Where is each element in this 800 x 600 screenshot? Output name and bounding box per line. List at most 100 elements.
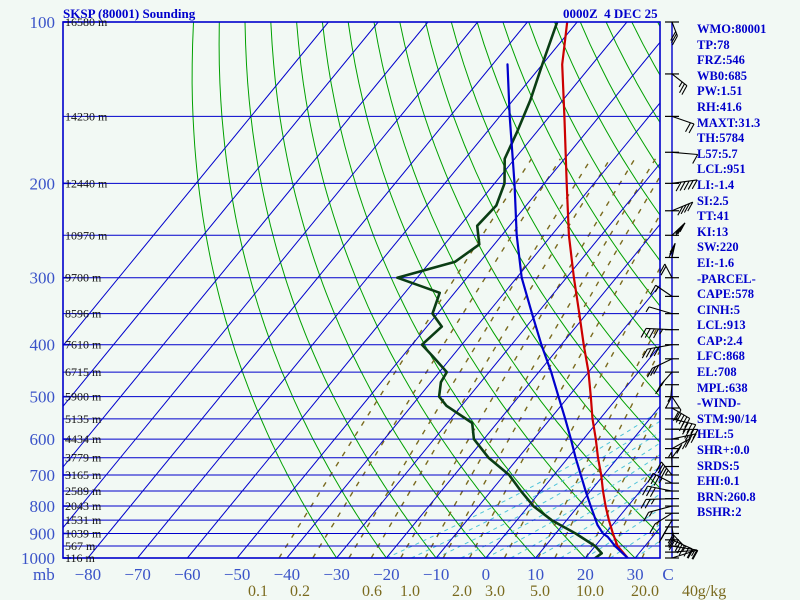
mixing-ratio-tick-label: 2.0 (452, 583, 472, 600)
wind-barb (665, 201, 694, 216)
index-line: CAP:2.4 (697, 333, 743, 348)
wind-barb (658, 519, 679, 544)
index-line: FRZ:546 (697, 53, 745, 68)
wind-barb (665, 396, 682, 420)
index-line: LI:-1.4 (697, 177, 735, 192)
index-line: MAXT:31.3 (697, 115, 761, 130)
index-line: SRDS:5 (697, 458, 740, 473)
mixing-ratio-tick-label: 0.6 (362, 583, 382, 600)
temperature-tick-label: −30 (323, 565, 350, 584)
height-annotation: 2043 m (65, 499, 102, 513)
wind-barb (647, 472, 679, 486)
height-annotation: 2589 m (65, 484, 102, 498)
pressure-tick-label: 900 (30, 524, 56, 543)
temperature-tick-label: −60 (174, 565, 201, 584)
temperature-tick-label: 20 (577, 565, 594, 584)
height-annotation: 5135 m (65, 412, 102, 426)
wind-barb (645, 306, 679, 315)
index-line: -WIND- (697, 396, 741, 411)
index-line: BSHR:2 (697, 505, 742, 520)
wind-barb (643, 505, 679, 522)
wind-barb (650, 284, 679, 297)
height-annotation: 8596 m (65, 307, 102, 321)
index-line: SW:220 (697, 240, 739, 255)
temperature-unit-label: C (662, 565, 673, 584)
temperature-tick-label: 30 (627, 565, 644, 584)
wind-barb (665, 243, 679, 259)
temperature-tick-label: −40 (274, 565, 301, 584)
index-line: CINH:5 (697, 302, 741, 317)
wind-barb (665, 526, 679, 551)
index-line: TH:5784 (697, 131, 745, 146)
wind-barb (641, 344, 679, 359)
index-line: RH:41.6 (697, 99, 742, 114)
index-line: L57:5.7 (697, 146, 738, 161)
temperature-tick-label: −10 (423, 565, 450, 584)
mixing-ratio-tick-label: 3.0 (485, 583, 505, 600)
temperature-tick-label: −20 (373, 565, 400, 584)
index-line: LCL:913 (697, 318, 746, 333)
pressure-tick-label: 300 (30, 269, 56, 288)
mixing-ratio-tick-label: 1.0 (400, 583, 420, 600)
index-line: MPL:638 (697, 380, 748, 395)
height-annotation: 3165 m (65, 468, 102, 482)
wind-barb (665, 21, 679, 46)
wind-barb (665, 549, 699, 560)
temperature-tick-label: 0 (482, 565, 491, 584)
wind-barb (665, 222, 686, 237)
wind-barb (665, 407, 691, 428)
index-line: SI:2.5 (697, 193, 729, 208)
index-line: LFC:868 (697, 349, 745, 364)
pressure-tick-label: 200 (30, 174, 56, 193)
temperature-tick-label: −70 (124, 565, 151, 584)
wind-barb (649, 512, 679, 534)
index-line: BRN:260.8 (697, 489, 756, 504)
height-annotation: 3779 m (65, 451, 102, 465)
mixing-ratio-tick-label: 0.2 (290, 583, 310, 600)
pressure-tick-label: 600 (30, 430, 56, 449)
index-line: EL:708 (697, 365, 737, 380)
height-annotation: 5900 m (65, 390, 102, 404)
index-line: EHI:0.1 (697, 474, 740, 489)
index-line: TP:78 (697, 37, 730, 52)
height-annotation: 1039 m (65, 526, 102, 540)
index-line: EI:-1.6 (697, 255, 735, 270)
temperature-tick-label: −50 (224, 565, 251, 584)
pressure-unit-label: mb (33, 565, 55, 584)
wind-barb (665, 532, 685, 556)
index-line: WB0:685 (697, 68, 747, 83)
wind-barb (665, 437, 691, 450)
chart-title: SKSP (80001) Sounding (63, 6, 196, 21)
index-line: TT:41 (697, 209, 730, 224)
indices-panel: WMO:80001 TP:78 FRZ:546 WB0:685 PW:1.51 RH:41… (697, 22, 766, 521)
mixing-ratio-tick-label: 5.0 (530, 583, 550, 600)
index-line: -PARCEL- (697, 271, 756, 286)
height-annotation: 1531 m (65, 513, 102, 527)
wind-barb (655, 371, 679, 395)
wind-barb (665, 115, 695, 134)
pressure-tick-label: 500 (30, 388, 56, 407)
pressure-tick-label: 400 (30, 336, 56, 355)
pressure-tick-label: 100 (30, 13, 56, 32)
mixing-ratio-tick-label: 20.0 (631, 583, 659, 600)
mixing-ratio-tick-label: 40 (682, 583, 698, 600)
index-line: KI:13 (697, 224, 729, 239)
height-annotation: 9700 m (65, 271, 102, 285)
wind-barb (646, 358, 679, 378)
height-annotation: 10970 m (65, 228, 108, 242)
height-annotation: 14230 m (65, 109, 108, 123)
index-line: WMO:80001 (697, 22, 767, 36)
mixing-ratio-tick-label: 10.0 (576, 583, 604, 600)
wind-barb (655, 461, 679, 478)
index-line: PW:1.51 (697, 84, 743, 99)
pressure-tick-label: 800 (30, 497, 56, 516)
wind-barb (640, 327, 679, 339)
height-annotation: 12440 m (65, 176, 108, 190)
chart-datetime: 0000Z 4 DEC 25 (563, 6, 658, 21)
wind-barb (659, 263, 679, 279)
index-line: SHR+:0.0 (697, 443, 750, 458)
mixing-ratio-unit-label: g/kg (698, 583, 726, 600)
height-annotation: 6715 m (65, 365, 102, 379)
mixing-ratio-tick-label: 0.1 (248, 583, 268, 600)
